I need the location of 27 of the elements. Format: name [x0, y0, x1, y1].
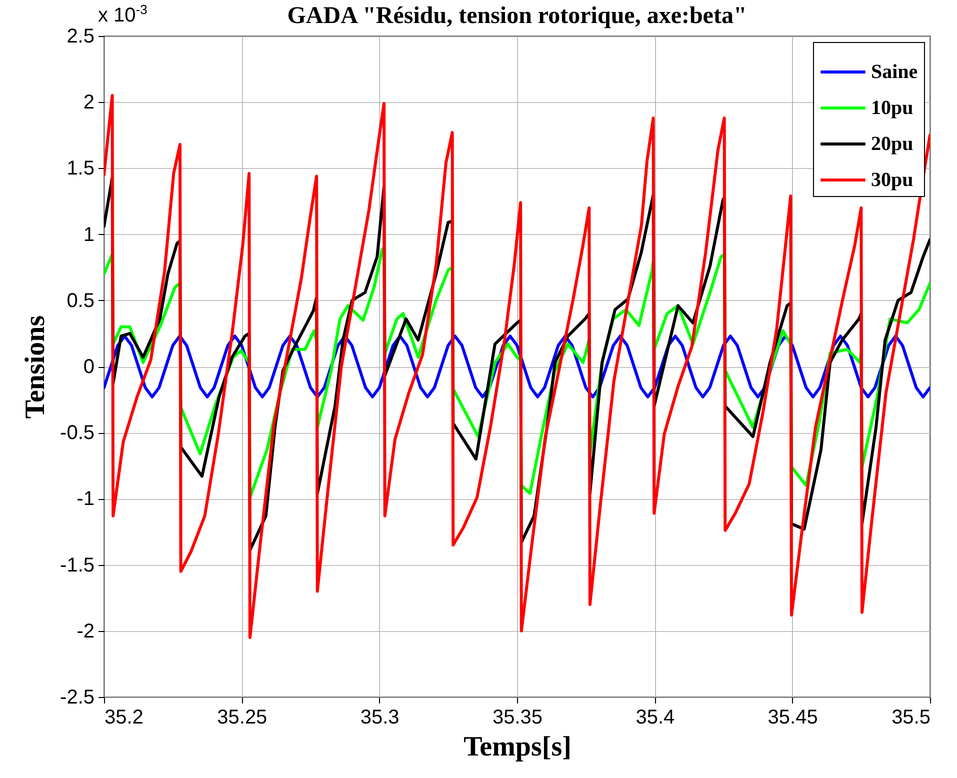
y-tick-label: 2.5 [66, 26, 94, 48]
y-tick-label: -0.5 [60, 422, 94, 444]
x-tick-label: 35.35 [492, 706, 543, 728]
y-tick-label: 1.5 [66, 158, 94, 180]
y-axis-title: Tensions [20, 315, 52, 419]
chart-title: GADA "Résidu, tension rotorique, axe:beta" [287, 3, 747, 29]
x-tick-label: 35.2 [104, 706, 144, 728]
y-tick-label: -1 [76, 488, 94, 510]
x-tick-label: 35.45 [768, 706, 818, 728]
y-tick-label: 0.5 [66, 290, 94, 312]
legend-label: 10pu [871, 97, 914, 119]
y-tick-label: -2.5 [60, 686, 94, 708]
text: x 10$^{-3}$ [98, 2, 148, 28]
y-tick-label: 1 [83, 224, 94, 246]
legend-label: Saine [871, 61, 918, 83]
line-series [104, 94, 930, 640]
x-tick-label: 35.4 [636, 706, 675, 728]
x-tick-label: 35.3 [360, 706, 400, 728]
y-tick-label: -2 [76, 620, 94, 642]
y-tick-label: -1.5 [60, 554, 94, 576]
legend-label: 30pu [871, 169, 914, 191]
x-tick-label: 35.5 [892, 706, 930, 728]
legend-label: 20pu [871, 133, 914, 155]
x-axis-title: Temps[s] [464, 732, 572, 762]
y-tick-label: 0 [83, 356, 94, 378]
y-tick-label: 2 [83, 92, 94, 114]
x-tick-label: 35.25 [217, 706, 268, 728]
